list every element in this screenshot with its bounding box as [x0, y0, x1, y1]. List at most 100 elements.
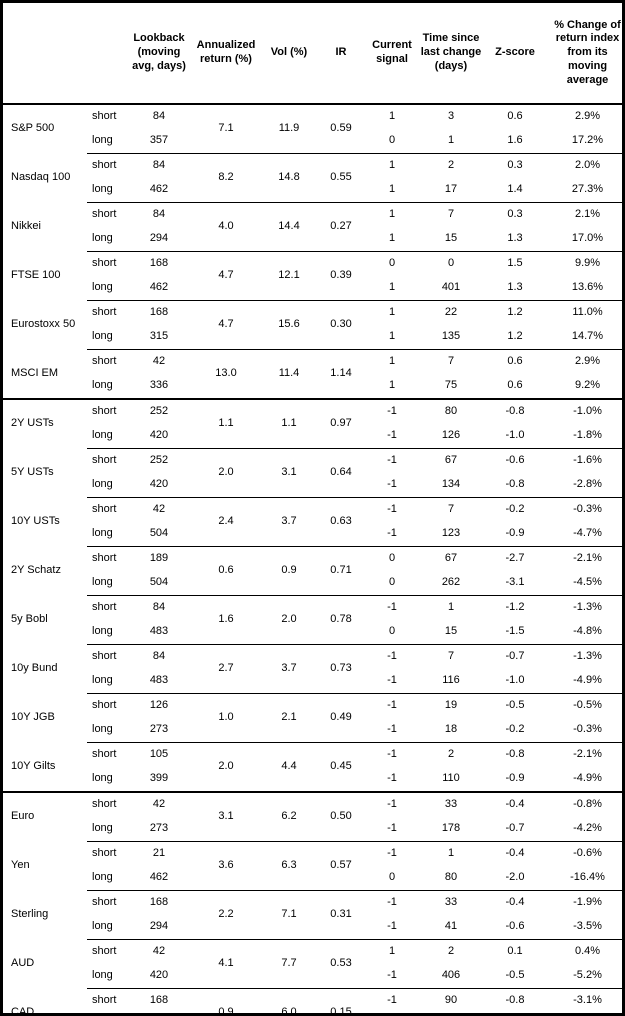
annualized-return-value: 4.0 — [191, 202, 261, 252]
lookback-value: 462 — [149, 871, 169, 884]
lookback-value: 21 — [127, 841, 191, 866]
asset-row-short: 10y Bund short 84 2.7 3.7 0.73 -1 7 -0.7 -1.3% — [3, 644, 622, 694]
time-since-value: 116 — [442, 674, 460, 687]
asset-name: Euro — [3, 791, 87, 842]
zscore-value: -2.0 — [505, 871, 525, 884]
time-since-value: 33 — [419, 791, 483, 817]
horizon-label: long — [92, 625, 113, 638]
current-signal-value: 0 — [365, 251, 419, 276]
current-signal-value: -1 — [387, 674, 397, 687]
asset-row-long: long 462 1 401 1.3 13.6% — [3, 276, 622, 301]
current-signal-value: 0 — [365, 546, 419, 571]
time-since-value: 126 — [441, 429, 461, 442]
horizon-label: long — [92, 379, 113, 392]
asset-row-short: 10Y JGB short 126 1.0 2.1 0.49 -1 19 -0.5 -0.5% — [3, 693, 622, 743]
lookback-value: 504 — [149, 527, 169, 540]
pct-change-value: 2.1% — [547, 202, 622, 227]
vol-value: 12.1 — [261, 251, 317, 301]
pct-change-value: -4.5% — [573, 576, 602, 589]
vol-value: 6.0 — [261, 988, 317, 1013]
zscore-value: -0.4 — [483, 791, 547, 817]
asset-row-short: 2Y USTs short 252 1.1 1.1 0.97 -1 80 -0.8 -1.0% — [3, 398, 622, 449]
horizon-label: long — [92, 576, 113, 589]
asset-row-long: long 462 0 80 -2.0 -16.4% — [3, 866, 622, 891]
asset-row-short: S&P 500 short 84 7.1 11.9 0.59 1 3 0.6 2.9% — [3, 104, 622, 134]
asset-row-short: Eurostoxx 50 short 168 4.7 15.6 0.30 1 22 1.2 11.… — [3, 300, 622, 350]
lookback-value: 168 — [127, 890, 191, 915]
pct-change-value: -0.8% — [547, 791, 622, 817]
pct-change-value: 2.0% — [547, 153, 622, 178]
time-since-value: 110 — [442, 772, 460, 785]
horizon-label: long — [92, 969, 113, 982]
pct-change-value: -0.3% — [573, 723, 602, 736]
vol-value: 0.9 — [261, 546, 317, 596]
zscore-value: -1.0 — [505, 429, 525, 442]
time-since-value: 17 — [444, 183, 458, 196]
horizon-label: short — [87, 153, 127, 178]
table-body: S&P 500 short 84 7.1 11.9 0.59 1 3 0.6 2.9% long 35… — [3, 104, 622, 1016]
ir-value: 0.59 — [330, 122, 352, 135]
asset-row-short: MSCI EM short 42 13.0 11.4 1.14 1 7 0.6 2.9% — [3, 349, 622, 399]
vol-value: 7.1 — [261, 890, 317, 940]
asset-name: 10y Bund — [11, 662, 58, 675]
asset-row-short: 5Y USTs short 252 2.0 3.1 0.64 -1 67 -0.6 -1.6% — [3, 448, 622, 498]
pct-change-value: -1.9% — [547, 890, 622, 915]
lookback-value: 420 — [149, 969, 169, 982]
ir-value: 0.78 — [317, 595, 365, 645]
asset-name: Nasdaq 100 — [11, 171, 71, 184]
pct-change-value: -2.8% — [573, 478, 602, 491]
time-since-value: 7 — [419, 202, 483, 227]
header-lookback: Lookback (moving avg, days) — [127, 3, 191, 105]
asset-name: Nikkei — [11, 220, 41, 233]
current-signal-value: 0 — [388, 576, 396, 589]
zscore-value: 0.6 — [507, 110, 523, 123]
table-header: Lookback (moving avg, days) Annualized r… — [3, 3, 622, 105]
zscore-value: 0.3 — [483, 153, 547, 178]
asset-row-long: long 420 -1 134 -0.8 -2.8% — [3, 473, 622, 498]
horizon-label: long — [92, 478, 113, 491]
header-ir: IR — [317, 3, 365, 105]
annualized-return-value: 2.4 — [191, 497, 261, 547]
current-signal-value: -1 — [387, 822, 397, 835]
header-annualized-return: Annualized return (%) — [191, 3, 261, 105]
asset-row-long: long 336 1 75 0.6 9.2% — [3, 374, 622, 399]
time-since-value: 1 — [447, 134, 455, 147]
asset-row-short: AUD short 42 4.1 7.7 0.53 1 2 0.1 0.4% — [3, 939, 622, 989]
current-signal-value: -1 — [387, 429, 397, 442]
current-signal-value: -1 — [387, 969, 397, 982]
pct-change-value: -3.5% — [573, 920, 602, 933]
lookback-value: 42 — [127, 939, 191, 964]
ir-value: 0.45 — [317, 742, 365, 792]
asset-name: MSCI EM — [11, 366, 59, 379]
annualized-return-value: 4.7 — [191, 300, 261, 350]
time-since-value: 18 — [444, 723, 458, 736]
current-signal-value: -1 — [387, 920, 397, 933]
asset-name: CAD — [11, 1005, 35, 1016]
lookback-value: 42 — [127, 497, 191, 522]
annualized-return-value: 3.1 — [191, 791, 261, 842]
vol-value: 4.4 — [261, 742, 317, 792]
asset-row-short: Euro short 42 3.1 6.2 0.50 -1 33 -0.4 -0.8% — [3, 791, 622, 842]
asset-row-short: 2Y Schatz short 189 0.6 0.9 0.71 0 67 -2.7 -2.1% — [3, 546, 622, 596]
pct-change-value: -4.8% — [573, 625, 602, 638]
current-signal-value: 0 — [388, 871, 396, 884]
asset-row-long: long 483 -1 116 -1.0 -4.9% — [3, 669, 622, 694]
current-signal-value: 1 — [365, 349, 419, 374]
time-since-value: 262 — [441, 576, 461, 589]
ir-value: 1.14 — [317, 349, 365, 399]
header-row: Lookback (moving avg, days) Annualized r… — [3, 3, 622, 105]
horizon-label: long — [92, 429, 113, 442]
time-since-value: 7 — [419, 349, 483, 374]
zscore-value: -2.7 — [483, 546, 547, 571]
pct-change-value: -1.3% — [547, 644, 622, 669]
zscore-value: 1.4 — [507, 183, 523, 196]
header-zscore: Z-score — [483, 3, 547, 105]
annualized-return-value: 1.1 — [191, 398, 261, 449]
zscore-value: -0.5 — [483, 693, 547, 718]
pct-change-value: -4.9% — [573, 674, 602, 687]
pct-change-value: 0.4% — [547, 939, 622, 964]
current-signal-value: 1 — [365, 153, 419, 178]
horizon-label: short — [87, 693, 127, 718]
vol-value: 15.6 — [261, 300, 317, 350]
pct-change-value: 17.0% — [571, 232, 604, 245]
